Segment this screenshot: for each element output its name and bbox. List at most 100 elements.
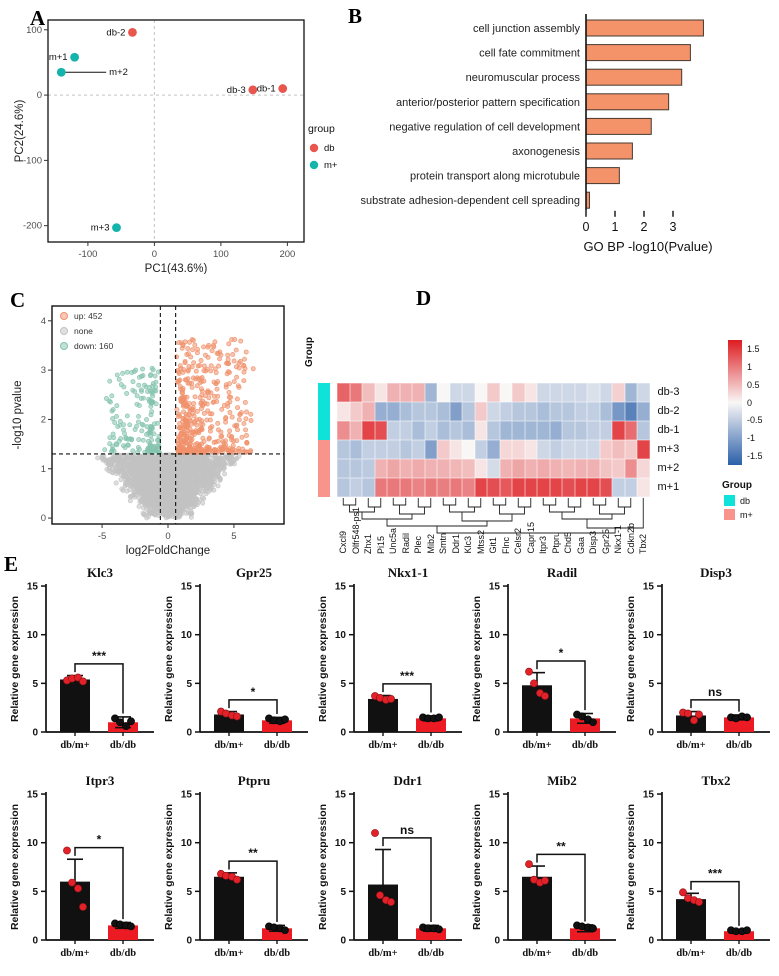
volcano-point-up	[183, 377, 189, 383]
go-category-label: axonogenesis	[512, 146, 580, 158]
data-dot	[530, 679, 538, 688]
data-dot	[79, 677, 87, 686]
volcano-point-down	[111, 448, 117, 454]
heatmap-cell	[349, 402, 362, 421]
volcano-point-up	[250, 366, 256, 372]
heatmap-cell	[374, 440, 387, 459]
volcano-point-up	[198, 386, 204, 392]
significance-bracket	[690, 699, 740, 712]
x-category-label: db/m+	[214, 740, 243, 751]
y-axis-title: Relative gene expression	[317, 804, 329, 930]
y-axis-title: Relative gene expression	[471, 804, 483, 930]
heatmap-cell	[474, 440, 487, 459]
pca-plot: -100 0 100 200 -200 -100 0 100 PC1(43.6%) PC2(24.…	[14, 19, 338, 274]
volcano-point-none	[203, 468, 208, 474]
volcano-point-up	[201, 410, 207, 416]
heatmap-cell	[337, 440, 350, 459]
heatmap-cell	[412, 402, 425, 421]
heatmap-cell	[637, 402, 650, 421]
heatmap-cell	[587, 440, 600, 459]
volcano-point-none	[168, 460, 174, 466]
heatmap-cell	[374, 421, 387, 440]
heatmap-cell	[537, 459, 550, 478]
heatmap-cell	[362, 478, 375, 497]
dendrogram-link	[561, 512, 613, 520]
x-tick-label: 1	[612, 220, 619, 234]
heatmap-cell	[437, 478, 450, 497]
gene-expression-panel: Klc3 Relative gene expression 0 5 10 15 db/m+ d…	[0, 552, 779, 976]
volcano-point-up	[177, 384, 183, 389]
y-tick-label: -200	[23, 221, 42, 232]
volcano-point-up	[188, 438, 194, 444]
heatmap-cell	[424, 440, 437, 459]
volcano-point-down	[117, 418, 123, 424]
heatmap-cell	[474, 459, 487, 478]
go-bar	[585, 117, 652, 135]
data-dot	[589, 718, 597, 727]
significance-label: *	[559, 646, 564, 660]
data-dot	[541, 692, 549, 700]
go-bar	[585, 68, 683, 86]
heatmap-cell	[437, 440, 450, 459]
volcano-point-none	[119, 486, 125, 492]
volcano-point-up	[228, 394, 234, 400]
go-category-label: cell fate commitment	[479, 48, 580, 60]
y-tick-label: 1	[41, 464, 46, 475]
x-category-label: db/db	[572, 948, 598, 959]
y-tick-label: 0	[494, 936, 500, 947]
volcano-point-none	[149, 495, 155, 501]
y-tick-label: 15	[335, 582, 347, 593]
volcano-point-up	[200, 435, 206, 441]
volcano-point-none	[127, 498, 133, 504]
heatmap-cell	[362, 440, 375, 459]
heatmap-row-annotation-db	[318, 421, 330, 440]
volcano-point-up	[185, 346, 191, 351]
volcano-point-up	[184, 425, 189, 431]
x-category-label: db/db	[110, 740, 136, 751]
volcano-point-none	[135, 463, 141, 469]
volcano-point-none	[195, 455, 201, 461]
heatmap-cell	[362, 402, 375, 421]
volcano-point-up	[221, 403, 227, 408]
volcano-point-up	[213, 439, 219, 445]
point-label: db-1	[257, 84, 276, 95]
volcano-point-none	[222, 455, 228, 461]
heatmap-cell	[612, 421, 625, 440]
volcano-point-up	[227, 446, 233, 452]
heatmap-cell	[437, 459, 450, 478]
data-dot	[387, 695, 395, 703]
volcano-point-none	[154, 504, 160, 510]
data-dot	[387, 898, 395, 906]
volcano-point-up	[201, 344, 207, 350]
volcano-point-down	[146, 430, 151, 436]
expression-chart-Radil: Radil Relative gene expression 0 5 10 15 db/m+…	[471, 565, 616, 751]
heatmap-cell	[549, 421, 562, 440]
x-tick-label: -5	[98, 531, 106, 542]
data-dot	[541, 876, 549, 885]
heatmap-cell	[574, 421, 587, 440]
volcano-point-down	[136, 437, 142, 443]
volcano-point-none	[183, 470, 189, 475]
heatmap-cell	[462, 478, 475, 497]
volcano-point-down	[121, 384, 127, 390]
heatmap-cell	[487, 383, 500, 402]
heatmap-cell	[587, 478, 600, 497]
bar-db/m+	[214, 876, 244, 940]
volcano-point-down	[109, 408, 115, 414]
heatmap-cell	[387, 459, 400, 478]
heatmap-cell	[449, 440, 462, 459]
volcano-point-down	[149, 399, 155, 405]
heatmap-cell	[474, 402, 487, 421]
y-tick-label: 10	[489, 838, 501, 849]
heatmap-row-annotation-db	[318, 383, 330, 402]
chart-title: Ptpru	[238, 773, 271, 788]
volcano-point-up	[181, 367, 187, 372]
heatmap-cell	[599, 440, 612, 459]
data-dot	[695, 710, 703, 719]
x-category-label: db/m+	[676, 948, 705, 959]
volcano-point-up	[182, 437, 188, 443]
legend-swatch	[60, 342, 68, 350]
y-tick-label: 10	[335, 630, 347, 641]
volcano-point-up	[193, 376, 199, 382]
legend-label-m+: m+	[324, 160, 338, 171]
